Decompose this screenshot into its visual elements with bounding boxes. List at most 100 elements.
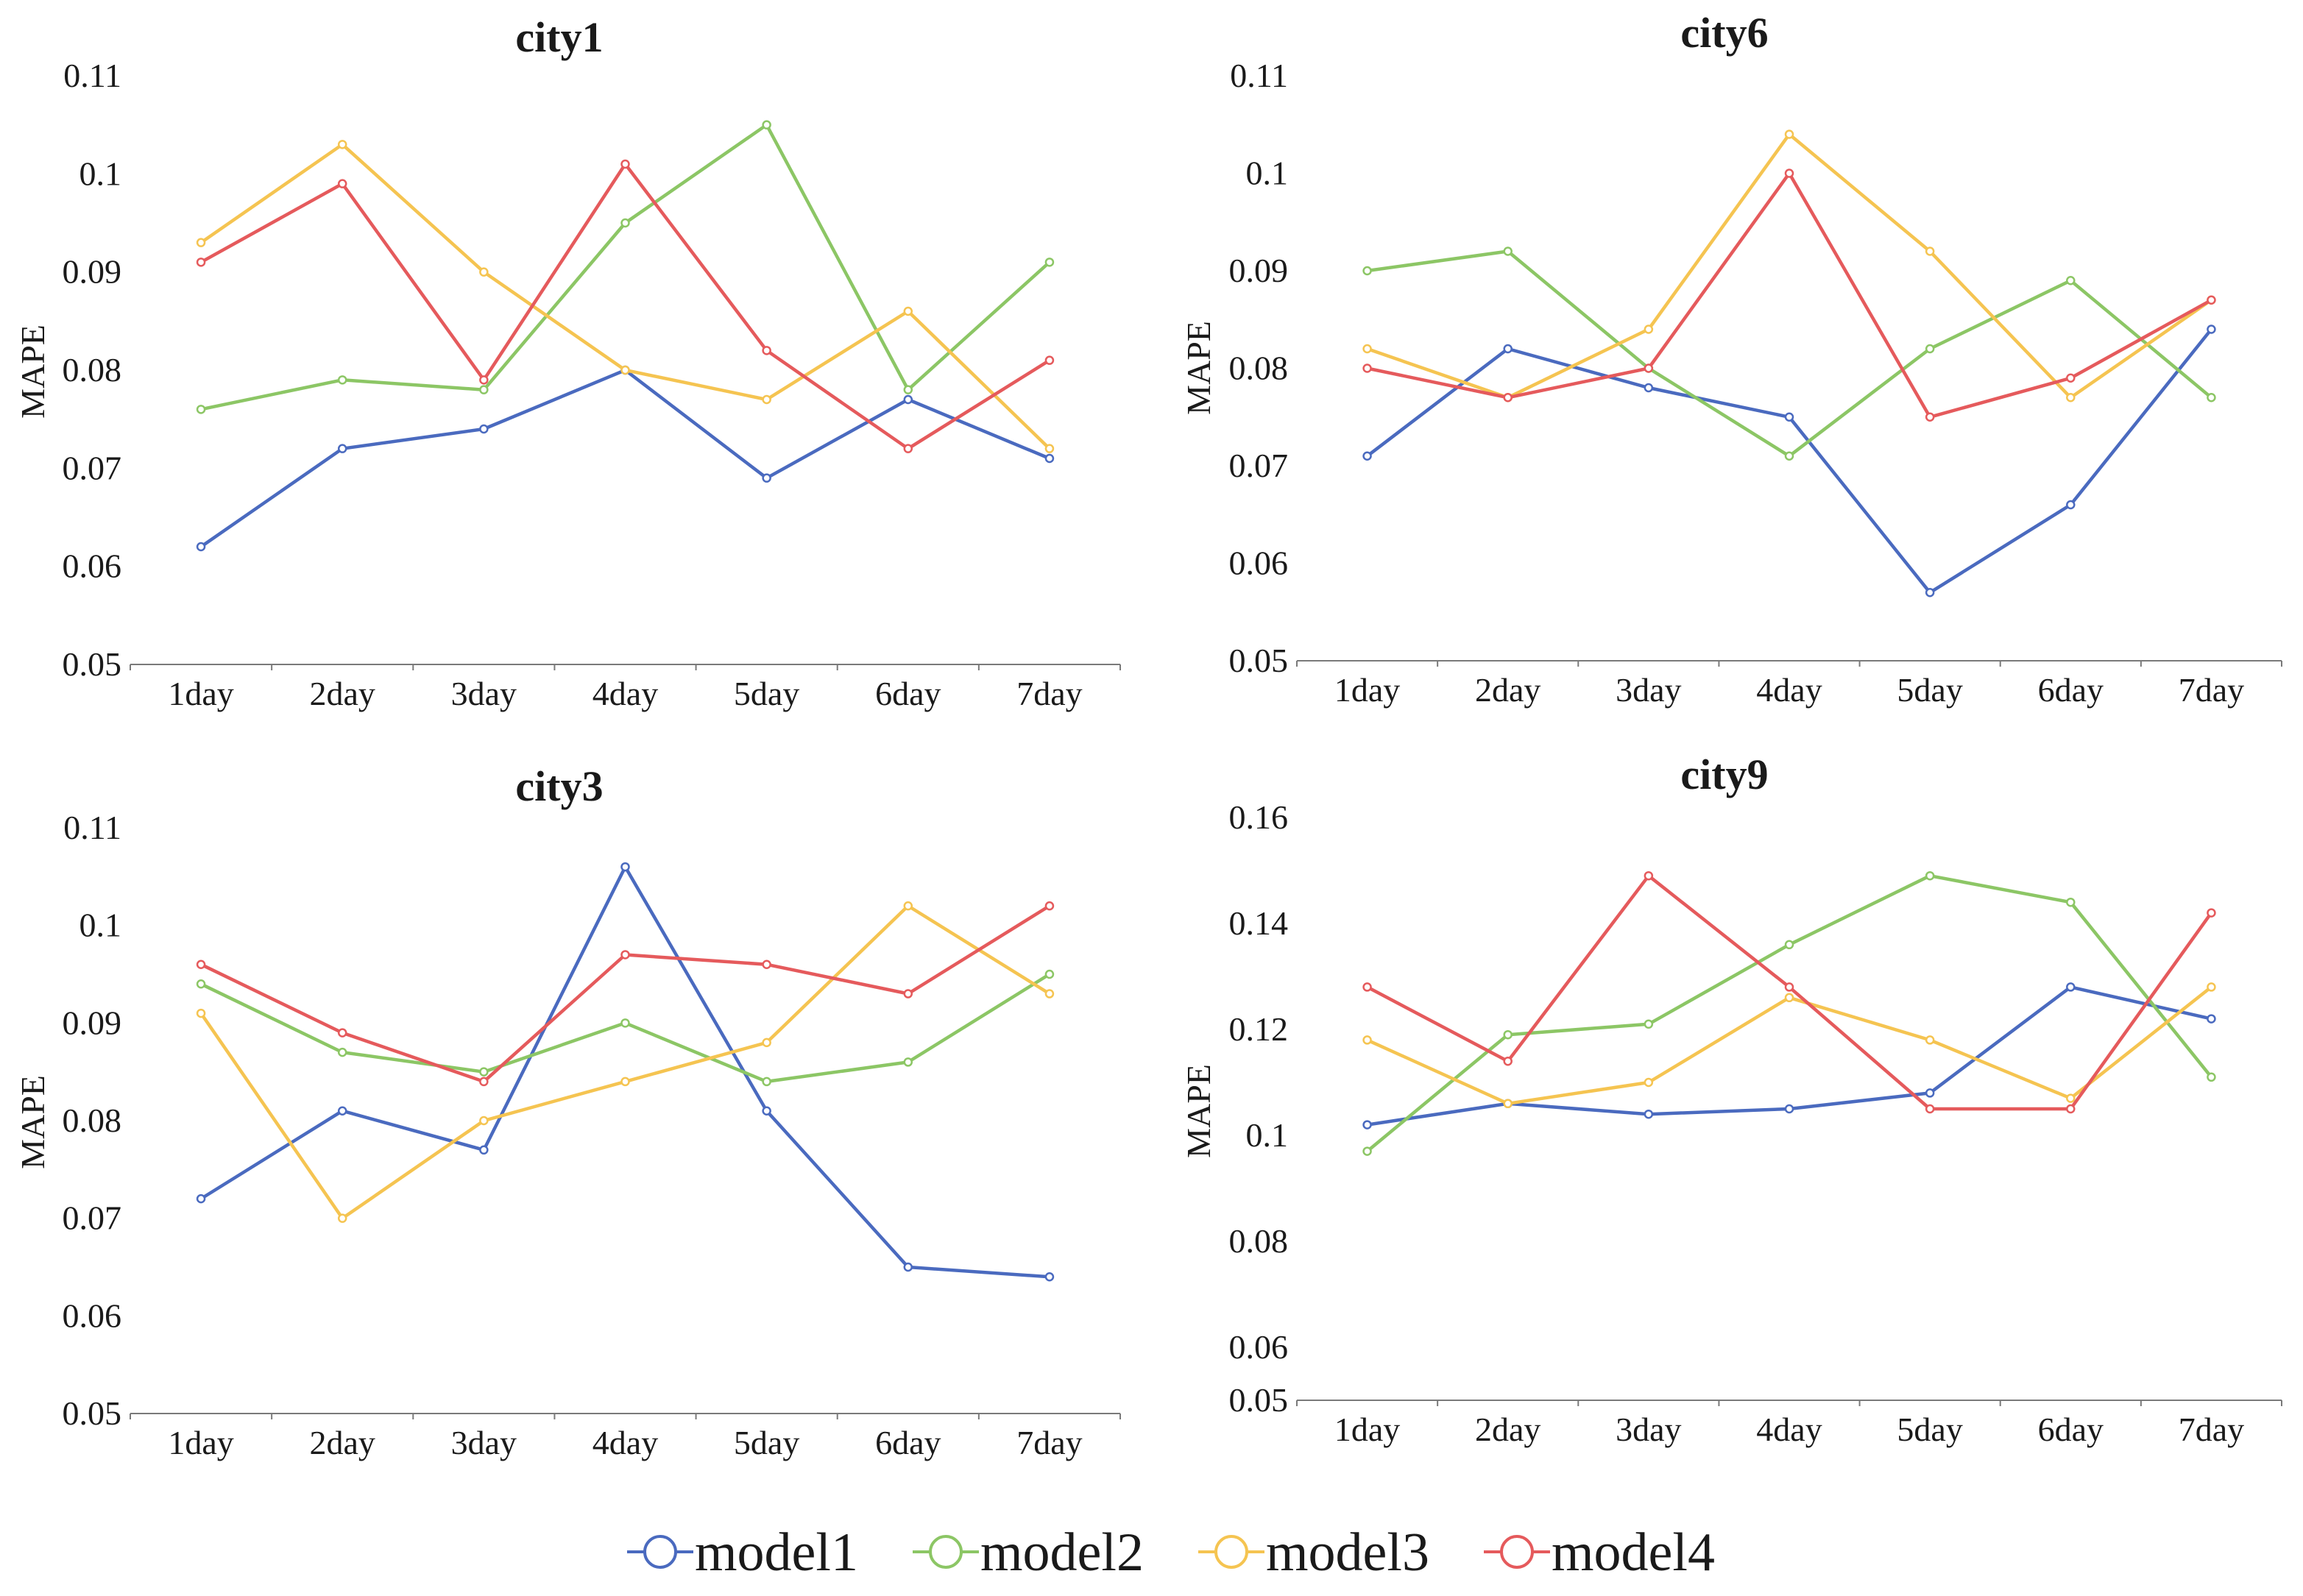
data-point-model1 — [1925, 588, 1935, 597]
y-tick-label: 0.06 — [1229, 1328, 1289, 1366]
legend: model1 model2 model3 model4 — [627, 1522, 1715, 1583]
chart-title: city6 — [1680, 9, 1768, 57]
data-point-model1 — [1044, 453, 1055, 464]
chart-title: city9 — [1680, 751, 1768, 798]
series-line-model4 — [1366, 873, 2213, 1111]
data-point-model3 — [903, 306, 913, 316]
data-point-model4 — [2207, 908, 2216, 918]
data-point-model4 — [1044, 355, 1055, 365]
data-point-model1 — [2066, 982, 2076, 992]
data-point-model4 — [1925, 1104, 1935, 1114]
x-tick-label: 3day — [451, 1424, 517, 1461]
x-tick-label: 4day — [592, 1424, 658, 1461]
legend-marker — [643, 1535, 677, 1569]
x-tick-label: 2day — [1475, 1411, 1540, 1448]
data-point-model4 — [620, 950, 630, 960]
y-axis-label: MAPE — [14, 324, 52, 419]
data-point-model3 — [2207, 982, 2216, 992]
x-tick-label: 1day — [1334, 1411, 1400, 1448]
y-tick-label: 0.07 — [63, 1199, 122, 1237]
y-tick-label: 0.08 — [1229, 350, 1289, 387]
data-point-model3 — [1644, 324, 1654, 334]
x-tick-label: 6day — [875, 1424, 941, 1461]
y-axis-label: MAPE — [14, 1075, 52, 1169]
data-point-model3 — [620, 365, 630, 375]
data-point-model4 — [1925, 412, 1935, 422]
y-axis-label: MAPE — [1180, 1064, 1217, 1158]
y-tick-label: 0.11 — [1230, 57, 1288, 94]
data-point-model2 — [903, 385, 913, 394]
y-tick-label: 0.1 — [1246, 1116, 1289, 1154]
data-point-model2 — [620, 1018, 630, 1028]
legend-item-model4: model4 — [1484, 1522, 1715, 1583]
x-tick-label: 6day — [2038, 1411, 2104, 1448]
legend-item-model1: model1 — [627, 1522, 858, 1583]
data-point-model3 — [1044, 444, 1055, 453]
data-point-model4 — [1644, 870, 1654, 881]
data-point-model2 — [479, 385, 489, 394]
y-tick-label: 0.08 — [63, 351, 122, 389]
chart-title: city3 — [515, 762, 603, 810]
x-tick-label: 4day — [1756, 1411, 1822, 1448]
data-point-model2 — [1044, 969, 1055, 979]
data-point-model2 — [762, 120, 771, 130]
y-tick-label: 0.05 — [1229, 1381, 1289, 1419]
y-tick-label: 0.05 — [63, 645, 122, 683]
data-point-model4 — [479, 375, 489, 385]
x-tick-label: 2day — [310, 675, 375, 712]
data-point-model4 — [1044, 901, 1055, 911]
data-point-model1 — [2207, 1014, 2216, 1024]
data-point-model2 — [1362, 266, 1372, 276]
data-point-model3 — [337, 140, 347, 149]
y-tick-label: 0.14 — [1229, 904, 1289, 942]
y-tick-label: 0.1 — [79, 907, 122, 944]
data-point-model3 — [2066, 393, 2076, 402]
y-tick-label: 0.1 — [1246, 155, 1289, 192]
data-point-model3 — [903, 901, 913, 911]
legend-marker — [1214, 1535, 1248, 1569]
data-point-model1 — [903, 1262, 913, 1272]
data-point-model3 — [1044, 989, 1055, 999]
legend-label: model1 — [695, 1522, 858, 1583]
data-point-model2 — [2207, 1072, 2216, 1082]
data-point-model2 — [196, 405, 206, 414]
legend-item-model3: model3 — [1198, 1522, 1429, 1583]
data-point-model4 — [479, 1077, 489, 1087]
x-tick-label: 6day — [2038, 671, 2104, 709]
data-point-model3 — [196, 238, 206, 247]
data-point-model4 — [337, 179, 347, 188]
y-tick-label: 0.12 — [1229, 1010, 1289, 1048]
data-point-model3 — [1644, 1077, 1654, 1088]
data-point-model2 — [337, 375, 347, 385]
data-point-model4 — [1362, 363, 1372, 373]
data-point-model4 — [1784, 982, 1794, 992]
data-point-model2 — [762, 1077, 771, 1087]
x-tick-label: 2day — [1475, 671, 1540, 709]
x-tick-label: 3day — [451, 675, 517, 712]
x-tick-label: 5day — [1897, 671, 1962, 709]
chart-panel-city3: city3 MAPE 0.05 0.06 0.07 0.08 0.09 0.1 0.11 1d… — [14, 762, 1121, 1461]
x-tick-label: 5day — [734, 675, 799, 712]
legend-label: model4 — [1552, 1522, 1715, 1583]
data-point-model2 — [479, 1067, 489, 1077]
data-point-model2 — [903, 1057, 913, 1067]
y-tick-label: 0.11 — [63, 809, 121, 846]
data-point-model1 — [620, 862, 630, 872]
data-point-model1 — [762, 473, 771, 483]
data-point-model2 — [1784, 451, 1794, 461]
x-tick-label: 7day — [2179, 671, 2244, 709]
data-point-model3 — [762, 1038, 771, 1048]
y-tick-label: 0.08 — [63, 1102, 122, 1139]
x-tick-label: 7day — [1016, 675, 1082, 712]
y-tick-label: 0.05 — [1229, 642, 1289, 679]
x-tick-label: 3day — [1616, 671, 1681, 709]
x-tick-label: 4day — [1756, 671, 1822, 709]
legend-label: model2 — [980, 1522, 1144, 1583]
x-tick-label: 1day — [1334, 671, 1400, 709]
x-tick-label: 5day — [1897, 1411, 1962, 1448]
data-point-model4 — [337, 1028, 347, 1038]
data-point-model4 — [196, 960, 206, 969]
data-point-model2 — [1503, 247, 1513, 256]
chart-title: city1 — [515, 13, 603, 61]
